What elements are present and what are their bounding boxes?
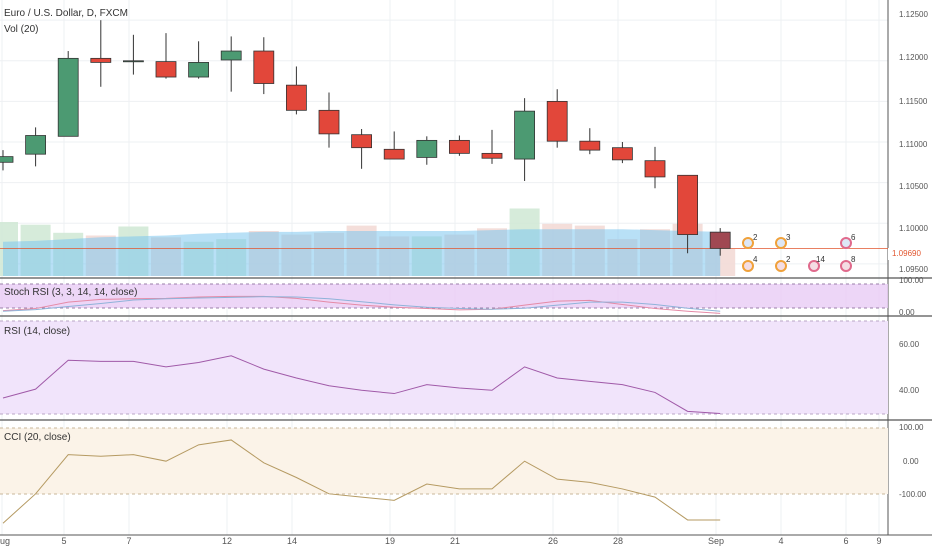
date-tick: 6 <box>843 536 849 546</box>
candle-body <box>514 110 535 160</box>
volume-ma-area <box>3 229 721 276</box>
volume-series <box>0 208 888 276</box>
last-price-tag: 1.09690 <box>888 248 932 260</box>
date-tick: 14 <box>286 536 298 546</box>
candle-body <box>481 152 503 159</box>
date-tick: 9 <box>876 536 882 546</box>
stoch-rsi-d-line <box>2 296 721 312</box>
price-tick: 1.09500 <box>899 265 928 274</box>
rsi-legend: RSI (14, close) <box>4 326 71 337</box>
candle-body <box>123 60 144 63</box>
cci-band <box>0 428 888 494</box>
date-tick: 19 <box>384 536 396 546</box>
rsi-line <box>2 355 721 415</box>
rsi-tick: 60.00 <box>899 340 920 349</box>
event-count: 2 <box>753 233 758 242</box>
price-tick: 1.12000 <box>899 53 928 62</box>
event-count: 3 <box>786 233 791 242</box>
price-tick: 1.10000 <box>899 224 928 233</box>
pane-backgrounds <box>0 283 888 495</box>
price-tick: 1.10500 <box>899 182 928 191</box>
date-tick: 5 <box>61 536 67 546</box>
date-tick: 28 <box>612 536 624 546</box>
cci-line <box>2 439 721 524</box>
event-count: 8 <box>851 255 856 264</box>
event-icon[interactable] <box>775 237 787 249</box>
candle-body <box>351 134 373 149</box>
stoch-tick: 0.00 <box>899 308 915 317</box>
candle-body <box>579 140 601 151</box>
candle-body <box>285 84 307 111</box>
event-icon[interactable] <box>840 260 852 272</box>
candle-body <box>546 100 568 142</box>
candle-body <box>612 147 633 161</box>
rsi-band <box>0 321 888 414</box>
stoch-rsi-legend: Stoch RSI (3, 3, 14, 14, close) <box>4 287 138 298</box>
event-icon[interactable] <box>840 237 852 249</box>
date-tick: 12 <box>221 536 233 546</box>
cci-tick: -100.00 <box>899 490 927 499</box>
date-tick: Aug <box>0 536 11 546</box>
date-tick: 21 <box>449 536 461 546</box>
event-icon[interactable] <box>742 237 754 249</box>
stoch-tick: 100.00 <box>899 276 924 285</box>
candle-body <box>709 231 731 249</box>
stoch-rsi-band <box>0 284 888 308</box>
cci-tick: 0.00 <box>903 457 919 466</box>
candle-body <box>416 139 438 158</box>
candle-body <box>448 139 470 154</box>
rsi-tick: 40.00 <box>899 386 920 395</box>
event-count: 14 <box>816 255 825 264</box>
event-count: 6 <box>851 233 856 242</box>
date-tick: 26 <box>547 536 559 546</box>
price-tick: 1.12500 <box>899 10 928 19</box>
event-count: 2 <box>786 255 791 264</box>
candle-body <box>25 135 47 155</box>
price-tick: 1.11000 <box>899 140 928 149</box>
cci-legend: CCI (20, close) <box>4 432 71 443</box>
candle-body <box>155 61 177 78</box>
grid <box>0 0 932 536</box>
candle-body <box>220 50 242 61</box>
candle-body <box>188 62 210 78</box>
candle-body <box>318 109 340 135</box>
volume-legend: Vol (20) <box>4 24 39 35</box>
price-tick: 1.11500 <box>899 97 928 106</box>
candle-body <box>253 50 275 84</box>
date-tick: Sep <box>707 536 725 546</box>
candle-body <box>0 156 14 163</box>
date-tick: 4 <box>778 536 784 546</box>
pane-separators <box>0 277 932 421</box>
candle-body <box>677 174 698 235</box>
indicator-series <box>2 295 721 524</box>
symbol-title: Euro / U.S. Dollar, D, FXCM <box>4 8 128 19</box>
event-icon[interactable] <box>808 260 820 272</box>
candle-body <box>383 148 405 160</box>
cci-tick: 100.00 <box>899 423 924 432</box>
event-icon[interactable] <box>775 260 787 272</box>
candle-body <box>90 57 112 63</box>
date-tick: 7 <box>126 536 132 546</box>
candle-body <box>57 57 79 137</box>
candle-series <box>0 20 731 256</box>
candle-body <box>644 160 666 178</box>
event-icon[interactable] <box>742 260 754 272</box>
event-count: 4 <box>753 255 758 264</box>
